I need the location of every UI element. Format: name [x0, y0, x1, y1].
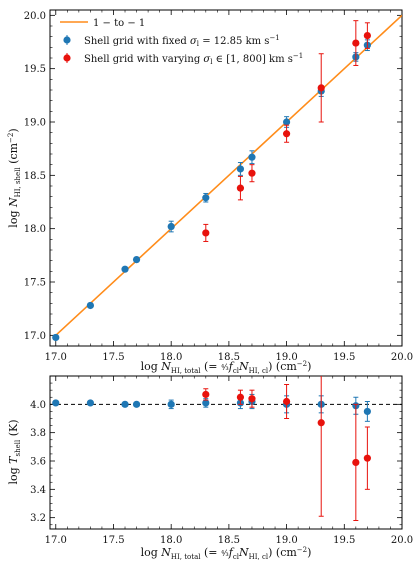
data-point-varying	[202, 390, 210, 399]
data-point-varying	[363, 31, 371, 40]
data-point-fixed	[132, 256, 141, 264]
data-point-fixed	[86, 301, 94, 310]
x-tick-label: 19.0	[275, 352, 297, 363]
y-tick-label: 18.5	[24, 171, 46, 182]
top-panel: 17.0 17.5 18.0 18.5 19.0 19.5 20.0 17.0 17.5 18.0…	[7, 9, 413, 375]
top-axis-ticks: 17.0 17.5 18.0 18.5 19.0 19.5 20.0 17.0 17.5 18.0…	[24, 10, 413, 363]
y-tick-label: 17.0	[24, 331, 46, 342]
data-point-varying	[248, 169, 256, 177]
data-point-fixed	[132, 400, 141, 408]
legend: 1 − to − 1 Shell grid with fixed σl = 12…	[60, 18, 303, 66]
bottom-plot-frame	[49, 375, 403, 530]
data-point-varying	[282, 397, 291, 406]
y-tick-label: 17.5	[24, 278, 46, 289]
x-tick-label: 18.0	[160, 352, 182, 363]
data-point-varying	[202, 229, 210, 237]
y-tick-label: 19.0	[24, 118, 46, 129]
x-tick-label: 20.0	[391, 352, 413, 363]
data-point-fixed	[86, 399, 94, 407]
y-tick-label: 18.0	[24, 224, 46, 235]
one-to-one-line	[55, 14, 402, 336]
data-point-fixed	[236, 165, 245, 173]
x-tick-label: 17.5	[102, 535, 124, 546]
data-point-varying	[282, 130, 291, 138]
x-tick-label: 18.0	[160, 535, 182, 546]
data-point-fixed	[121, 265, 129, 273]
x-tick-label: 19.5	[333, 352, 355, 363]
bottom-data-points	[52, 376, 371, 521]
legend-label-one-to-one: 1 − to − 1	[93, 18, 145, 29]
legend-label-varying: Shell grid with varying σl ∈ [1, 800] km…	[84, 52, 303, 66]
data-point-fixed	[202, 399, 210, 407]
y-tick-label: 3.6	[30, 457, 46, 468]
y-tick-label: 19.5	[24, 64, 46, 75]
bottom-y-axis-label: log Tshell (K)	[7, 419, 22, 484]
data-point-varying	[248, 395, 256, 403]
x-tick-label: 19.5	[333, 535, 355, 546]
top-plot-frame	[49, 9, 403, 347]
legend-marker-fixed	[63, 36, 71, 44]
data-point-varying	[236, 393, 245, 401]
x-tick-label: 17.0	[45, 352, 67, 363]
bottom-x-axis-label: log NHI, total (= ⁴⁄₃fclNHI, cl) (cm−2)	[141, 546, 312, 561]
x-tick-label: 19.0	[275, 535, 297, 546]
data-point-fixed	[52, 399, 60, 407]
y-tick-label: 20.0	[24, 11, 46, 22]
x-tick-label: 17.5	[102, 352, 124, 363]
bottom-panel: 17.0 17.5 18.0 18.5 19.0 19.5 20.0 3.2 3.4 3.6 3.8…	[7, 375, 413, 561]
x-tick-label: 17.0	[45, 535, 67, 546]
data-point-fixed	[282, 118, 291, 126]
data-point-fixed	[202, 194, 210, 202]
x-tick-label: 18.5	[218, 535, 240, 546]
data-point-varying	[317, 84, 325, 92]
y-tick-label: 3.8	[30, 428, 46, 439]
one-to-one-line-group	[55, 14, 402, 336]
y-tick-label: 3.4	[30, 485, 46, 496]
data-point-fixed	[363, 407, 371, 416]
data-point-fixed	[167, 222, 175, 231]
data-point-varying	[236, 184, 245, 192]
y-tick-label: 4.0	[30, 400, 46, 411]
data-point-varying	[352, 39, 360, 47]
legend-marker-varying	[63, 54, 71, 62]
legend-label-fixed: Shell grid with fixed σl = 12.85 km s−1	[84, 34, 280, 48]
y-tick-label: 3.2	[30, 513, 46, 524]
data-point-fixed	[248, 153, 256, 161]
data-point-fixed	[121, 400, 129, 408]
data-point-varying	[317, 419, 325, 427]
top-data-points	[52, 20, 371, 342]
data-point-varying	[363, 454, 371, 462]
data-point-fixed	[52, 333, 60, 342]
top-y-axis-label: log NHI, shell (cm−2)	[7, 128, 22, 227]
x-tick-label: 20.0	[391, 535, 413, 546]
data-point-fixed	[167, 400, 175, 408]
data-point-varying	[352, 458, 360, 467]
x-tick-label: 18.5	[218, 352, 240, 363]
top-x-axis-label: log NHI, total (= ⁴⁄₃fclNHI, cl) (cm−2)	[141, 360, 312, 375]
